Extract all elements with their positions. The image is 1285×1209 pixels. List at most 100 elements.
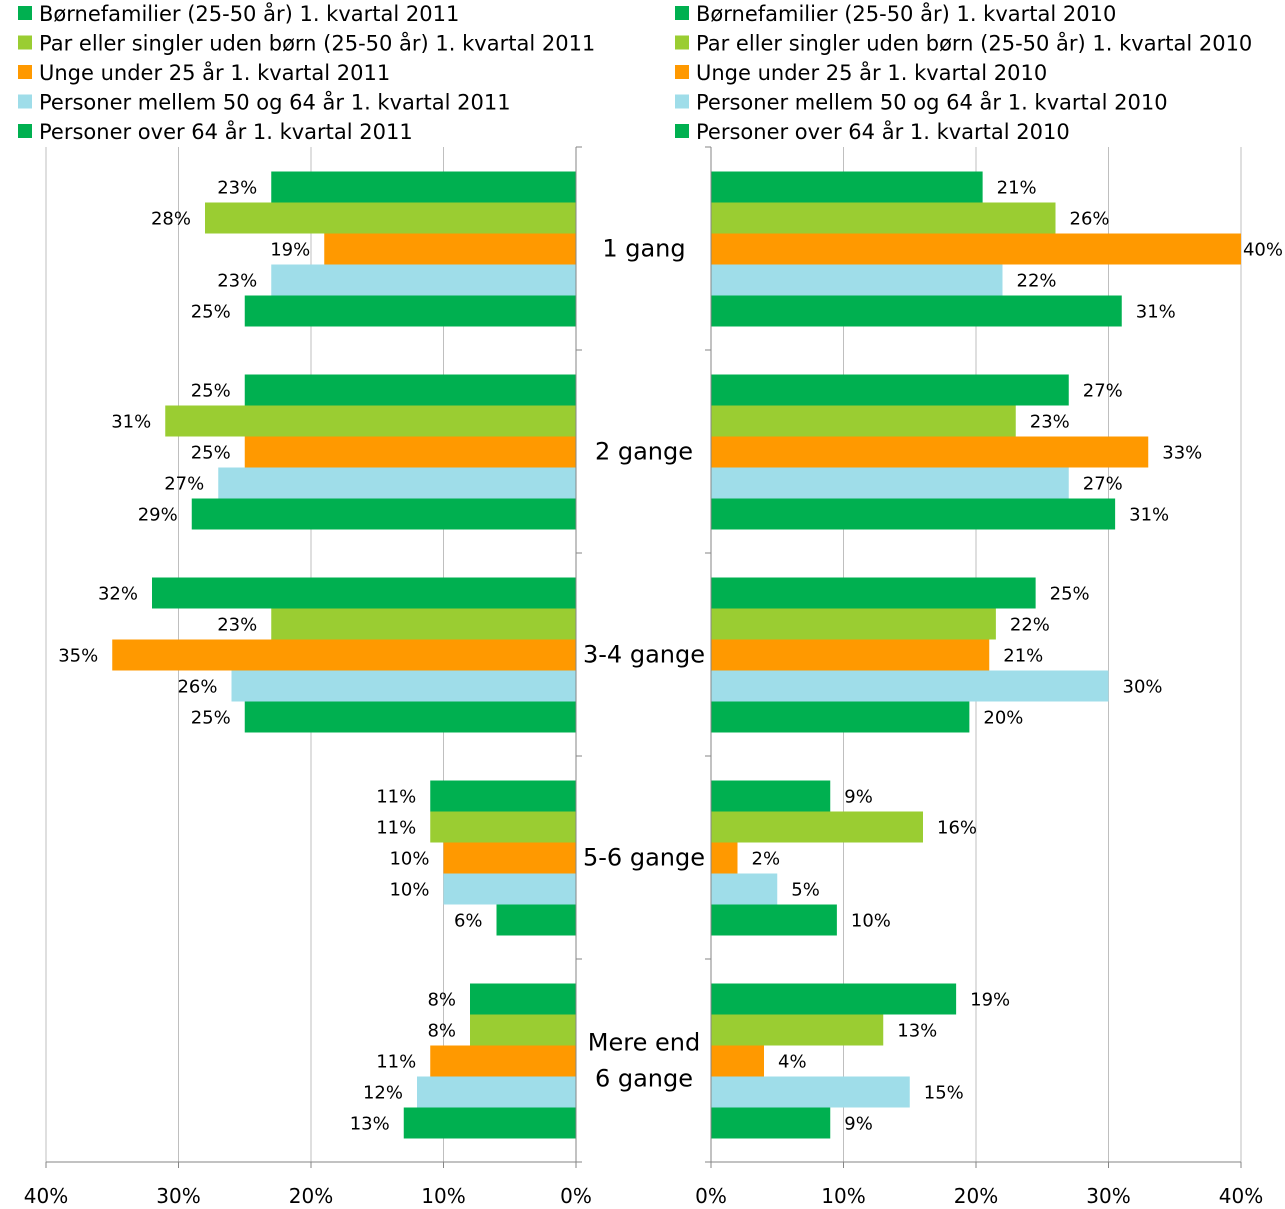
category-label: 1 gang [602, 235, 685, 263]
right-legend-swatch [675, 35, 689, 50]
left-bar [443, 873, 576, 905]
left-data-label: 13% [350, 1114, 390, 1135]
left-data-label: 8% [427, 990, 456, 1011]
right-x-tick-label: 20% [954, 1184, 998, 1208]
right-data-label: 10% [851, 911, 891, 932]
left-bar [417, 1076, 576, 1108]
right-legend-label: Par eller singler uden børn (25-50 år) 1… [696, 31, 1252, 56]
right-data-label: 30% [1123, 677, 1163, 698]
right-data-label: 21% [997, 178, 1037, 199]
right-data-label: 31% [1136, 302, 1176, 323]
right-bar [711, 904, 837, 936]
right-data-label: 31% [1129, 505, 1169, 526]
right-legend-label: Personer mellem 50 og 64 år 1. kvartal 2… [696, 90, 1168, 115]
right-bar [711, 1045, 764, 1077]
right-bar [711, 1076, 910, 1108]
left-legend-label: Unge under 25 år 1. kvartal 2011 [39, 60, 390, 85]
right-data-label: 5% [791, 880, 820, 901]
right-bar [711, 811, 923, 843]
right-legend-label: Unge under 25 år 1. kvartal 2010 [696, 60, 1047, 85]
right-bar [711, 202, 1056, 234]
left-x-tick-label: 10% [421, 1184, 465, 1208]
left-legend-swatch [18, 35, 32, 50]
right-legend-label: Børnefamilier (25-50 år) 1. kvartal 2010 [696, 1, 1116, 26]
left-bar [324, 233, 576, 265]
left-bar [403, 1107, 576, 1139]
left-bars [112, 171, 576, 1139]
left-bar [430, 1045, 576, 1077]
right-data-label: 22% [1017, 271, 1057, 292]
right-data-label: 19% [970, 990, 1010, 1011]
left-legend-swatch [18, 6, 32, 20]
category-label: 3-4 gange [583, 641, 705, 669]
left-data-label: 11% [376, 1052, 416, 1073]
right-x-tick-label: 10% [821, 1184, 865, 1208]
left-bar [430, 811, 576, 843]
left-legend-label: Par eller singler uden børn (25-50 år) 1… [39, 31, 595, 56]
category-label: Mere end [588, 1029, 700, 1057]
left-data-label: 23% [217, 178, 257, 199]
right-bar [711, 374, 1069, 406]
left-bar [152, 577, 576, 609]
left-data-label: 26% [177, 677, 217, 698]
right-x-tick-label: 30% [1086, 1184, 1130, 1208]
left-data-label: 10% [389, 880, 429, 901]
right-data-label: 13% [897, 1021, 937, 1042]
category-labels: 1 gang 2 gange 3-4 gange 5-6 gange Mere end 6… [583, 235, 705, 1093]
left-bar [191, 498, 576, 530]
right-data-label: 26% [1070, 209, 1110, 230]
right-bar [711, 405, 1016, 437]
right-bar [711, 842, 738, 874]
left-bar [244, 701, 576, 733]
right-bar [711, 295, 1122, 327]
right-data-label: 25% [1050, 584, 1090, 605]
right-data-label: 33% [1162, 443, 1202, 464]
left-data-label: 19% [270, 240, 310, 261]
right-x-tick-label: 0% [695, 1184, 727, 1208]
right-data-label: 9% [844, 1114, 873, 1135]
tick-labels: 40% 30% 20% 10% 0% 0% 10% 20% 30% 40% [24, 1184, 1263, 1208]
right-bars [711, 171, 1241, 1139]
left-bar [470, 1014, 576, 1046]
left-data-label: 25% [191, 443, 231, 464]
right-data-label: 27% [1083, 474, 1123, 495]
right-data-label: 2% [752, 849, 781, 870]
legend: Børnefamilier (25-50 år) 1. kvartal 2011… [18, 1, 1252, 144]
right-legend-swatch [675, 65, 689, 79]
left-bar [443, 842, 576, 874]
left-bar [231, 670, 576, 702]
right-bar [711, 873, 778, 905]
left-bar [244, 374, 576, 406]
right-bar [711, 498, 1116, 530]
category-label: 5-6 gange [583, 844, 705, 872]
right-bar [711, 233, 1241, 265]
left-data-label: 11% [376, 818, 416, 839]
left-x-tick-label: 0% [560, 1184, 592, 1208]
right-bar [711, 780, 831, 812]
left-data-label: 23% [217, 271, 257, 292]
left-data-label: 28% [151, 209, 191, 230]
left-x-tick-label: 30% [156, 1184, 200, 1208]
left-data-label: 10% [389, 849, 429, 870]
right-bar [711, 264, 1003, 296]
left-legend-label: Personer over 64 år 1. kvartal 2011 [39, 119, 413, 144]
left-data-label: 31% [111, 412, 151, 433]
left-data-label: 11% [376, 787, 416, 808]
right-data-label: 9% [844, 787, 873, 808]
data-labels: 23% 25% 32% 11% 8% 28% 31% 23% 11% 8% 19% 25% 35% 10%… [58, 178, 1283, 1135]
right-bar [711, 171, 983, 203]
left-data-label: 27% [164, 474, 204, 495]
left-data-label: 25% [191, 381, 231, 402]
right-data-label: 40% [1243, 240, 1283, 261]
right-bar [711, 436, 1149, 468]
axes [45, 146, 1242, 1168]
right-data-label: 21% [1003, 646, 1043, 667]
right-bar [711, 670, 1109, 702]
left-data-label: 25% [191, 708, 231, 729]
left-bar [470, 983, 576, 1015]
category-label: 6 gange [595, 1065, 693, 1093]
left-data-label: 25% [191, 302, 231, 323]
category-label: 2 gange [595, 438, 693, 466]
left-legend-swatch [18, 124, 32, 138]
left-legend-swatch [18, 94, 32, 109]
